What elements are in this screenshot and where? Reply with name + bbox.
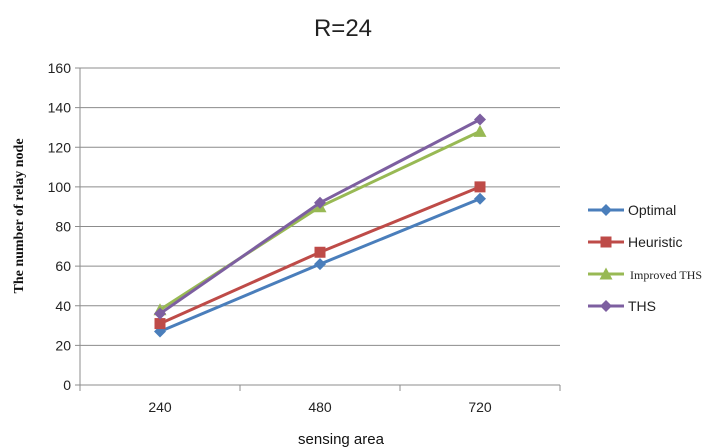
data-point (474, 181, 486, 193)
data-point (474, 113, 486, 126)
series-0 (154, 192, 486, 338)
x-tick-label: 480 (308, 399, 332, 415)
legend-label: Optimal (628, 202, 676, 218)
legend: Optimal Heuristic Improved THS THS (588, 202, 702, 314)
y-axis-ticks: 0 20 40 60 80 100 120 140 160 (48, 60, 72, 393)
y-tick-label: 0 (63, 377, 71, 393)
data-point (314, 258, 326, 271)
legend-marker (600, 204, 612, 216)
data-point (473, 124, 487, 137)
y-tick-label: 100 (48, 179, 72, 195)
data-point (314, 196, 326, 209)
series (153, 113, 487, 338)
legend-marker (600, 300, 612, 312)
legend-marker (600, 236, 612, 248)
series-1 (154, 181, 486, 330)
y-tick-label: 80 (55, 219, 71, 235)
legend-item: THS (588, 298, 656, 314)
legend-item: Improved THS (588, 267, 702, 282)
y-tick-label: 40 (55, 298, 71, 314)
data-point (154, 318, 166, 330)
x-axis-ticks: 240 480 720 (148, 399, 492, 415)
x-axis-label: sensing area (298, 431, 385, 448)
legend-label: Heuristic (628, 234, 682, 250)
data-point (314, 246, 326, 258)
y-tick-label: 140 (48, 100, 72, 116)
legend-marker (599, 267, 613, 280)
series-3 (154, 113, 486, 320)
y-tick-label: 20 (55, 337, 71, 353)
series-line (159, 130, 481, 311)
legend-item: Heuristic (588, 234, 682, 250)
legend-item: Optimal (588, 202, 676, 218)
x-tick-label: 720 (468, 399, 492, 415)
data-point (474, 192, 486, 205)
y-tick-label: 160 (48, 60, 72, 76)
axes (75, 67, 561, 391)
legend-label: THS (628, 298, 656, 314)
series-2 (153, 124, 487, 316)
data-point (154, 307, 166, 320)
x-tick-label: 240 (148, 399, 172, 415)
series-line (159, 118, 481, 315)
y-tick-label: 60 (55, 258, 71, 274)
chart-title: R=24 (314, 15, 372, 42)
y-axis-label: The number of relay node (12, 138, 27, 293)
y-tick-label: 120 (48, 139, 72, 155)
legend-label: Improved THS (630, 268, 702, 282)
